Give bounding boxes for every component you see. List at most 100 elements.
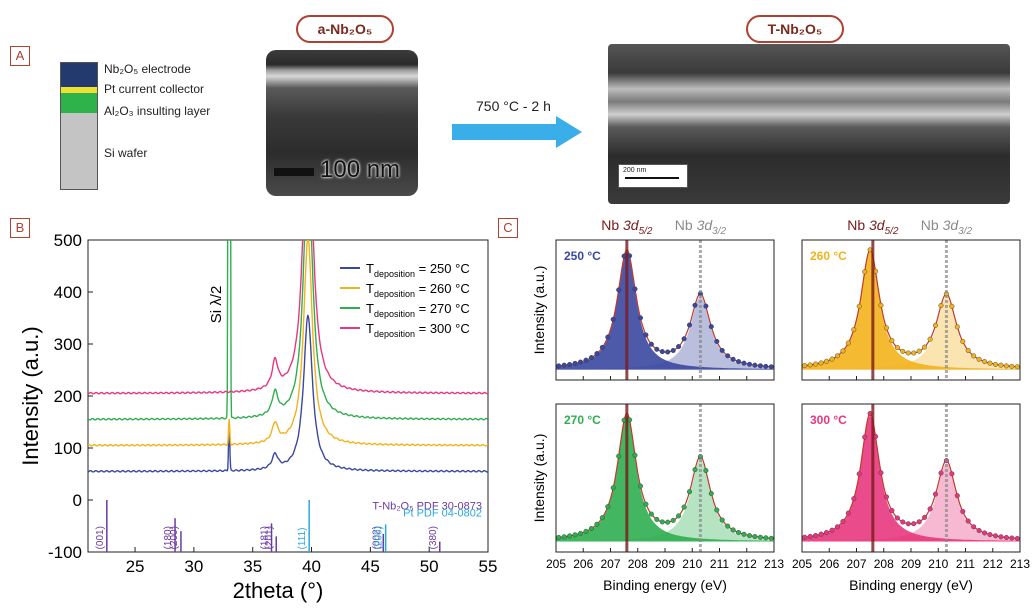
xps-x-axis-label: Binding energy (eV) xyxy=(603,577,727,593)
xps-data-point xyxy=(648,341,654,347)
xrd-series-1 xyxy=(88,314,488,473)
xps-x-tick-label: 207 xyxy=(846,557,866,571)
xps-header: Nb 3d5/2 xyxy=(847,217,899,237)
xps-data-point xyxy=(993,533,999,539)
xps-data-point xyxy=(670,517,676,523)
xps-data-point xyxy=(1009,363,1015,369)
x-tick-label: 30 xyxy=(184,557,203,576)
xps-x-axis-label: Binding energy (eV) xyxy=(849,577,973,593)
xps-data-point xyxy=(862,434,868,440)
xps-data-point xyxy=(714,507,720,513)
xps-data-point xyxy=(802,363,808,369)
xps-data-point xyxy=(954,324,960,330)
anneal-label: 750 °C - 2 h xyxy=(476,98,551,114)
xps-data-point xyxy=(889,508,895,514)
xps-data-point xyxy=(949,303,955,309)
y-tick-label: 200 xyxy=(54,387,82,406)
xps-data-point xyxy=(610,316,616,322)
xps-data-point xyxy=(982,530,988,536)
x-tick-label: 35 xyxy=(243,557,262,576)
anneal-arrow-icon xyxy=(452,116,582,148)
xps-data-point xyxy=(834,353,840,359)
panel-label-a: A xyxy=(10,46,30,66)
xps-header: Nb 3d3/2 xyxy=(921,217,973,237)
xps-panel-1 xyxy=(556,240,774,380)
xps-data-point xyxy=(965,518,971,524)
layer-stack xyxy=(60,62,98,190)
xps-data-point xyxy=(681,504,687,510)
xps-fit-envelope xyxy=(802,249,1020,368)
xps-data-point xyxy=(670,347,676,353)
reference-hkl-label: (111) xyxy=(297,528,308,550)
xps-data-point xyxy=(829,527,835,533)
xps-data-point xyxy=(719,517,725,523)
xps-data-point xyxy=(616,287,622,293)
xps-data-point xyxy=(681,336,687,342)
xps-data-point xyxy=(829,356,835,362)
xps-data-point xyxy=(605,504,611,510)
xrd-traces xyxy=(88,240,488,473)
xps-data-point xyxy=(588,355,594,361)
xps-data-point xyxy=(933,491,939,497)
xps-data-point xyxy=(856,303,862,309)
xps-x-tick-label: 211 xyxy=(710,557,729,571)
xps-data-point xyxy=(987,532,993,538)
xps-data-point xyxy=(725,353,731,359)
xps-data-point xyxy=(884,325,890,331)
reference-hkl-label: (180) xyxy=(163,526,174,549)
xps-data-point xyxy=(594,351,600,357)
xps-data-point xyxy=(824,358,830,364)
xps-data-point xyxy=(916,519,922,525)
xps-data-point xyxy=(894,515,900,521)
reference-hkl-label: (002) xyxy=(371,526,382,549)
xps-data-point xyxy=(757,363,763,369)
xps-data-point xyxy=(659,349,665,355)
xps-data-point xyxy=(905,350,911,356)
xps-data-point xyxy=(900,519,906,525)
panel-label-c: C xyxy=(498,218,518,238)
x-axis-label: 2theta (°) xyxy=(233,578,324,603)
xps-x-tick-label: 209 xyxy=(901,557,921,571)
xps-peak-5-2 xyxy=(802,415,1020,542)
xps-data-point xyxy=(676,513,682,519)
xps-x-tick-label: 213 xyxy=(1010,557,1030,571)
xps-fit-envelope xyxy=(802,413,1020,540)
xps-data-point xyxy=(911,521,917,527)
xps-fit-envelope xyxy=(556,248,774,368)
xps-peak-5-2 xyxy=(556,251,774,370)
xps-data-point xyxy=(922,514,928,520)
xps-data-point xyxy=(637,315,643,321)
sem-scale-label-small: 200 nm xyxy=(623,167,647,174)
xps-data-point xyxy=(949,471,955,477)
xps-x-tick-label: 212 xyxy=(983,557,1003,571)
layer-label-al2o3: Al₂O₃ insulting layer xyxy=(104,104,211,118)
xps-data-point xyxy=(610,485,616,491)
xps-x-tick-label: 205 xyxy=(792,557,812,571)
xps-data-point xyxy=(960,338,966,344)
layer-label-nb2o5: Nb₂O₅ electrode xyxy=(104,62,191,76)
xps-x-tick-label: 205 xyxy=(546,557,566,571)
xps-data-point xyxy=(736,530,742,536)
x-tick-label: 45 xyxy=(361,557,380,576)
xps-x-tick-label: 210 xyxy=(928,557,948,571)
xps-peak-3-2 xyxy=(556,459,774,542)
xps-peak-5-2 xyxy=(556,415,774,542)
xps-data-point xyxy=(818,531,824,537)
pill-crystalline: T-Nb₂O₅ xyxy=(746,15,844,43)
x-tick-label: 55 xyxy=(479,557,498,576)
xps-panel-2 xyxy=(802,240,1020,380)
legend-label: Tdeposition = 270 °C xyxy=(366,301,470,319)
xps-data-point xyxy=(905,521,911,527)
xps-data-point xyxy=(976,528,982,534)
xps-data-point xyxy=(938,302,944,308)
xrd-series-2 xyxy=(88,240,488,447)
xps-data-point xyxy=(741,360,747,366)
xps-data-point xyxy=(730,527,736,533)
xps-x-tick-label: 207 xyxy=(600,557,620,571)
layer-si xyxy=(61,113,97,189)
xps-data-point xyxy=(692,302,698,308)
xps-data-point xyxy=(643,332,649,338)
reference-hkl-label: (380) xyxy=(428,526,439,549)
xps-data-point xyxy=(851,327,857,333)
xps-data-point xyxy=(556,534,562,540)
